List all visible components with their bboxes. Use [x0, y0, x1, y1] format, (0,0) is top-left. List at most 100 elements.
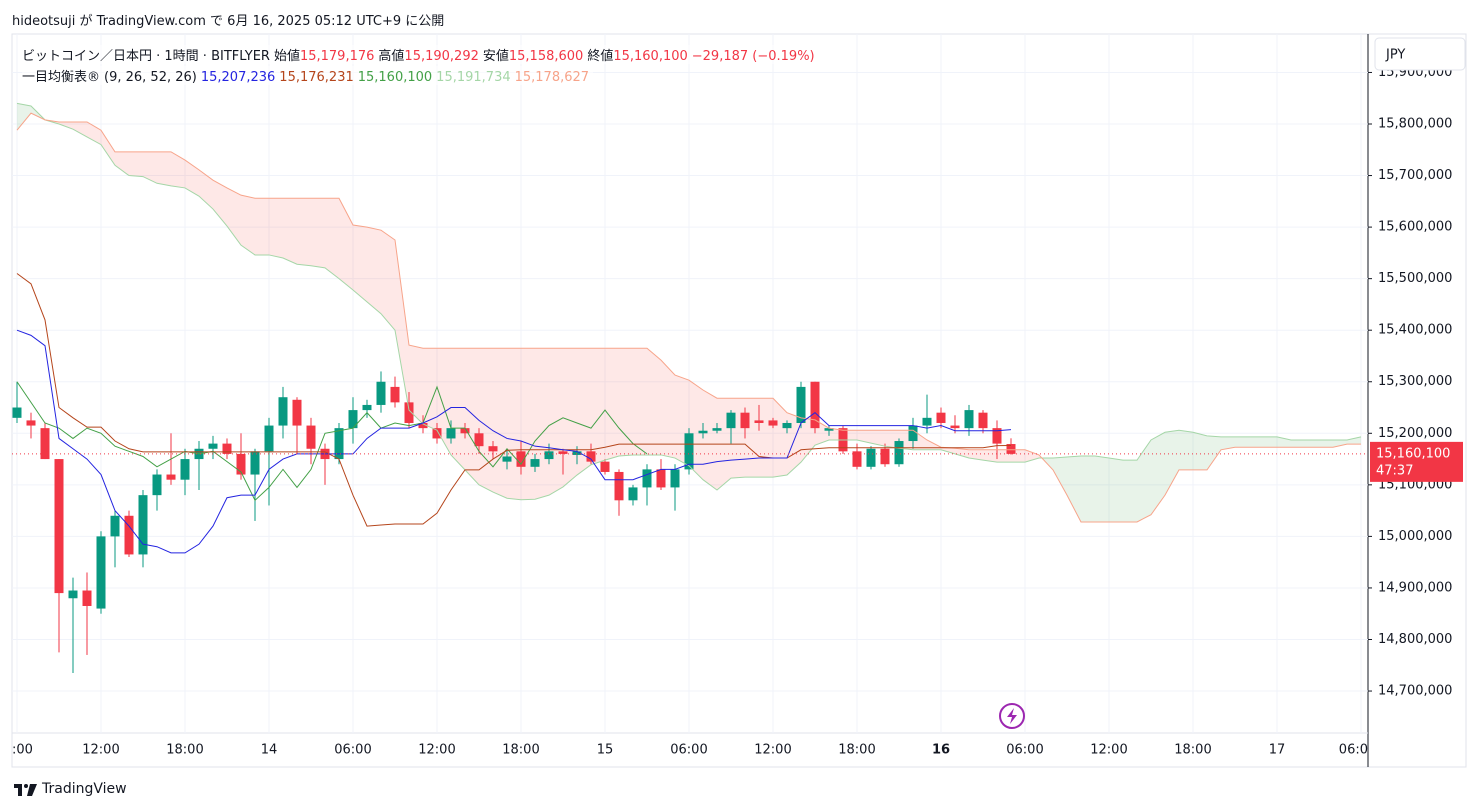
- x-tick-label: 14: [261, 743, 278, 758]
- cloud-fill: [1108, 458, 1123, 522]
- cloud-fill: [982, 449, 997, 463]
- cloud-fill: [730, 398, 745, 479]
- cloud-fill: [464, 348, 479, 485]
- candle-body: [502, 456, 512, 462]
- cloud-fill: [478, 348, 493, 493]
- cloud-fill: [786, 412, 801, 476]
- cloud-fill: [562, 348, 577, 487]
- cloud-fill: [240, 195, 255, 255]
- candle-body: [880, 448, 890, 465]
- cloud-fill: [142, 151, 157, 184]
- x-tick-label: 06:00: [1006, 743, 1043, 758]
- candle-body: [404, 402, 414, 423]
- ohlc-label: 高値: [378, 49, 405, 64]
- ohlc-value: 15,158,600: [508, 49, 584, 64]
- cloud-fill: [646, 348, 661, 455]
- cloud-fill: [324, 198, 339, 279]
- cloud-fill: [506, 348, 521, 500]
- candle-body: [810, 381, 820, 429]
- x-tick-label: 12:00: [418, 743, 455, 758]
- x-tick-label: 12:00: [1090, 743, 1127, 758]
- footer-logo: [14, 784, 37, 796]
- cloud-fill: [282, 198, 297, 265]
- candle-body: [334, 428, 344, 460]
- candle-body: [866, 448, 876, 467]
- indicator-line: [16, 273, 1012, 527]
- indicator-value: 15,160,100: [357, 70, 433, 85]
- y-tick-label: 14,800,000: [1378, 632, 1452, 647]
- x-tick-label: :00: [12, 743, 33, 758]
- candle-body: [376, 381, 386, 405]
- cloud-fill: [632, 348, 647, 455]
- candle-body: [250, 451, 260, 475]
- y-tick-label: 15,400,000: [1378, 323, 1452, 338]
- candle-body: [418, 422, 428, 429]
- candle-body: [432, 428, 442, 439]
- candle-body: [124, 515, 134, 555]
- cloud-fill: [1178, 430, 1193, 470]
- cloud-fill: [86, 121, 101, 145]
- currency-button[interactable]: JPY: [1374, 37, 1466, 71]
- candle-body: [474, 433, 484, 447]
- cloud-fill: [72, 121, 87, 137]
- candle-body: [558, 451, 568, 454]
- candle-body: [586, 451, 596, 462]
- candle-body: [180, 459, 190, 480]
- cloud-fill: [128, 151, 143, 177]
- cloud-fill: [618, 348, 633, 456]
- x-tick-label: 17: [1269, 743, 1286, 758]
- cloud-fill: [870, 430, 885, 447]
- x-tick-label: 12:00: [754, 743, 791, 758]
- cloud-fill: [394, 239, 409, 411]
- ohlc-value: 15,160,100: [613, 49, 688, 64]
- plot-area: [12, 102, 1368, 673]
- cloud-fill: [534, 348, 549, 500]
- x-tick-label: 18:00: [166, 743, 203, 758]
- cloud-fill: [772, 398, 787, 478]
- price-legend: ビットコイン／日本円 · 1時間 · BITFLYER 始値15,179,176 高…: [22, 45, 819, 64]
- cloud-fill: [1066, 455, 1081, 522]
- footer: TradingView: [42, 781, 127, 797]
- y-tick-label: 15,700,000: [1378, 168, 1452, 183]
- candle-body: [824, 428, 834, 431]
- cloud-fill: [940, 447, 955, 454]
- cloud-fill: [1234, 436, 1249, 448]
- candle-body: [908, 425, 918, 442]
- candle-body: [600, 461, 610, 472]
- cloud-fill: [422, 348, 437, 431]
- indicator-line: [16, 381, 648, 502]
- candle-body: [306, 425, 316, 449]
- currency[interactable]: JPY: [1385, 48, 1405, 63]
- x-tick-label: 06:0: [1339, 743, 1368, 758]
- candle-body: [138, 495, 148, 555]
- y-tick-label: 15,800,000: [1378, 117, 1452, 132]
- cloud-fill: [254, 198, 269, 255]
- candle-body: [782, 422, 792, 429]
- candle-body: [362, 404, 372, 411]
- candle-body: [152, 474, 162, 496]
- cloud-fill: [1262, 436, 1277, 448]
- header: hideotsuji が TradingView.com で 6月 16, 20…: [12, 14, 445, 29]
- candle-body: [1006, 444, 1016, 454]
- candle-body: [936, 412, 946, 423]
- cloud-fill: [296, 198, 311, 266]
- y-tick-label: 14,900,000: [1378, 580, 1452, 595]
- cloud-fill: [968, 449, 983, 461]
- indicator-value: 15,176,231: [279, 70, 354, 85]
- cloud-fill: [758, 398, 773, 478]
- candle-body: [712, 428, 722, 431]
- y-tick-label: 15,000,000: [1378, 529, 1452, 544]
- symbol-title: ビットコイン／日本円 · 1時間 · BITFLYER: [22, 49, 270, 64]
- cloud-fill: [1347, 436, 1361, 445]
- cloud-fill: [226, 187, 241, 246]
- cloud-fill: [1248, 436, 1263, 448]
- candle-body: [754, 420, 764, 423]
- y-tick-label: 15,600,000: [1378, 220, 1452, 235]
- cloud-fill: [310, 198, 325, 268]
- candle-body: [922, 417, 932, 426]
- replay-icon[interactable]: [999, 703, 1025, 729]
- cloud-fill: [184, 160, 199, 197]
- change-value: −29,187 (−0.19%): [691, 49, 815, 64]
